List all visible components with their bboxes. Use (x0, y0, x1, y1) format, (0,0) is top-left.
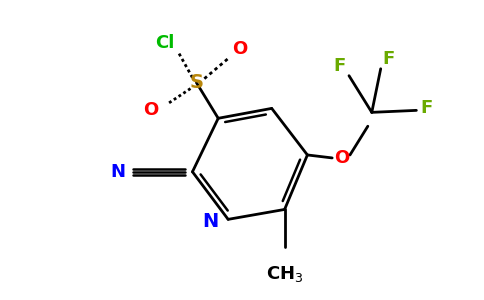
Text: Cl: Cl (155, 34, 174, 52)
Text: F: F (420, 99, 432, 117)
Text: CH$_3$: CH$_3$ (266, 264, 303, 284)
Text: O: O (232, 40, 248, 58)
Text: S: S (189, 73, 203, 92)
Text: O: O (334, 149, 349, 167)
Text: F: F (382, 50, 395, 68)
Text: N: N (202, 212, 218, 231)
Text: F: F (333, 57, 345, 75)
Text: N: N (111, 163, 126, 181)
Text: O: O (143, 101, 158, 119)
